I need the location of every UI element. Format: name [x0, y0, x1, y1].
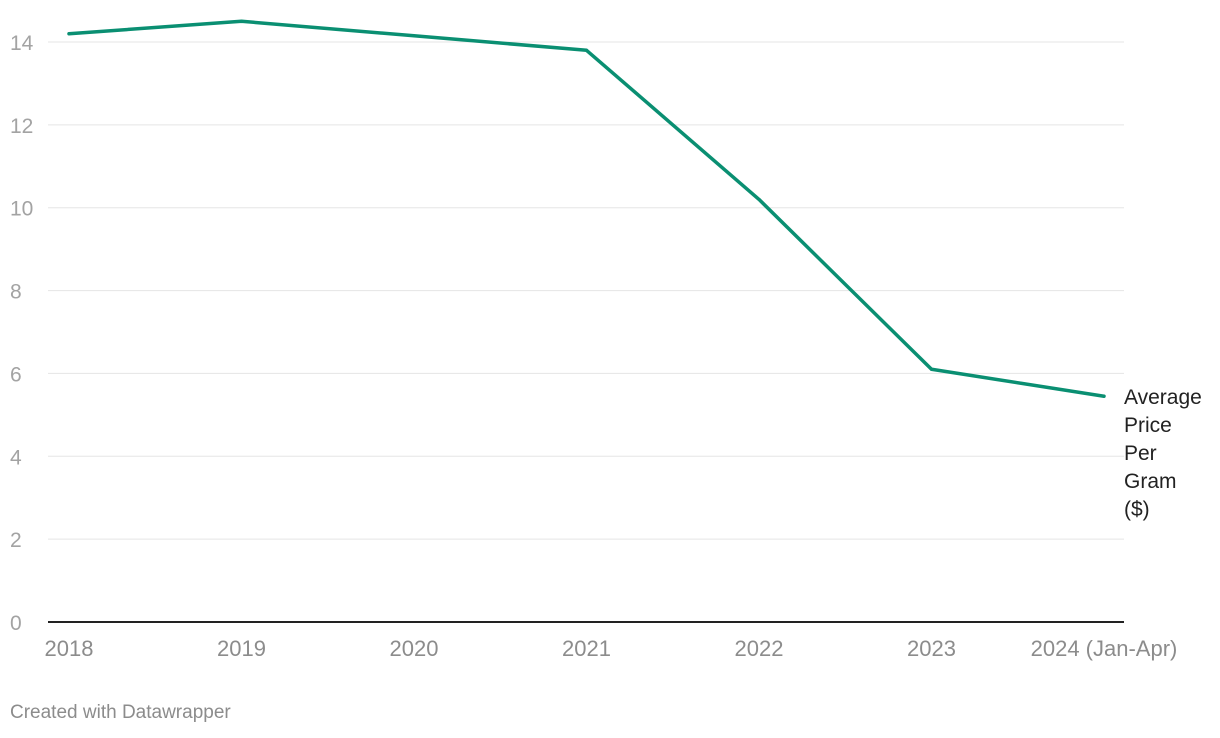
series-label-line: Price — [1124, 414, 1172, 437]
y-tick-label: 4 — [10, 446, 22, 469]
data-point — [240, 19, 243, 23]
y-tick-label: 8 — [10, 281, 22, 304]
y-tick-label: 6 — [10, 363, 22, 386]
x-tick-label: 2019 — [217, 636, 266, 661]
x-tick-label: 2020 — [390, 636, 439, 661]
x-tick-label: 2018 — [45, 636, 94, 661]
y-tick-label: 12 — [10, 115, 33, 138]
y-tick-label: 10 — [10, 198, 33, 221]
y-tick-label: 14 — [10, 32, 34, 55]
series-line — [67, 19, 1106, 398]
data-point — [67, 32, 71, 36]
y-axis-ticks: 0 2 4 6 8 10 12 14 — [10, 32, 34, 635]
data-point — [585, 48, 588, 52]
x-axis-ticks: 2018 2019 2020 2021 2022 2023 2024 (Jan-Apr) — [45, 636, 1178, 661]
y-tick-label: 0 — [10, 612, 22, 635]
y-tick-label: 2 — [10, 529, 22, 552]
series-labels: Average Price Per Gram ($) — [1124, 386, 1202, 521]
x-tick-label: 2021 — [562, 636, 611, 661]
x-tick-label: 2023 — [907, 636, 956, 661]
series-label-line: Per — [1124, 442, 1157, 465]
credit-text: Created with Datawrapper — [10, 702, 231, 723]
data-point — [1102, 394, 1106, 398]
data-point — [930, 367, 933, 371]
series-label-line: Gram — [1124, 470, 1177, 493]
series-label-line: ($) — [1124, 498, 1150, 521]
gridlines — [48, 41, 1124, 623]
series-lines — [67, 19, 1106, 398]
x-tick-label: 2022 — [735, 636, 784, 661]
series-label-line: Average — [1124, 386, 1202, 409]
series-end-label: Average Price Per Gram ($) — [1124, 386, 1202, 521]
data-point — [412, 34, 416, 38]
x-tick-label: 2024 (Jan-Apr) — [1031, 636, 1178, 661]
data-point — [757, 197, 761, 201]
